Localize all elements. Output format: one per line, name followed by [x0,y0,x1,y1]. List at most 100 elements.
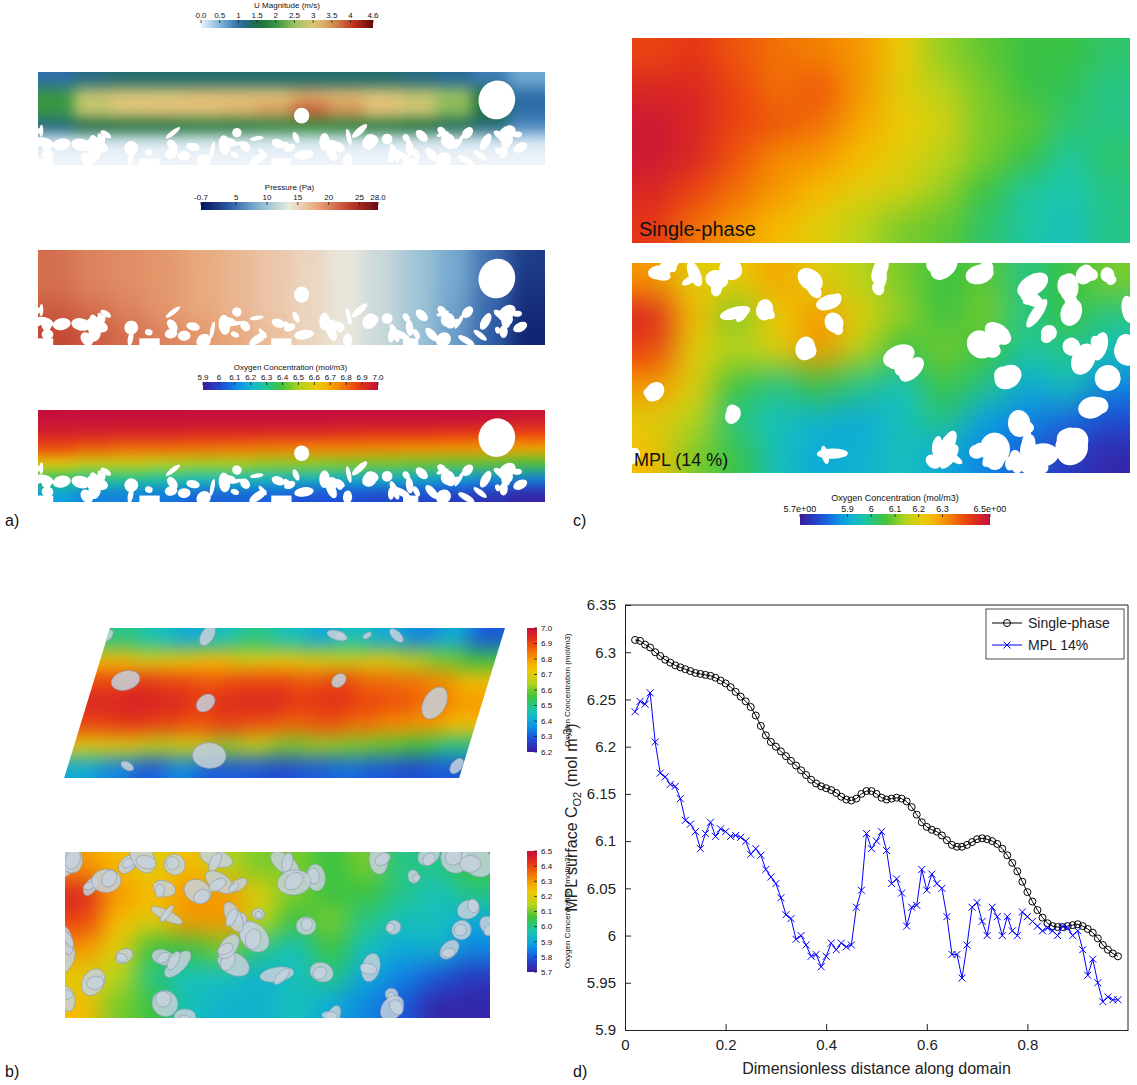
heat-cell [964,209,1006,243]
pore [387,997,407,1018]
pore [814,291,843,313]
data-point [793,936,800,943]
pore [196,628,218,646]
data-point [742,698,749,705]
heat-cell [313,935,349,963]
pore [207,875,229,894]
data-point [838,940,845,947]
pore [414,852,444,869]
data-point [777,894,784,901]
colorbar-tick-label: 3.5 [326,11,338,20]
heat-cell [840,141,882,176]
pore [990,360,1026,395]
plot-area [38,250,545,345]
heat-cell [840,175,882,210]
plot-area [632,38,1130,243]
colorbar-tick-label: 25 [355,193,364,202]
colorbar-tick-label: 6.5 [541,847,553,856]
heat-cell [100,990,136,1018]
pore [350,301,369,319]
colorbar-tick-label: 6.8 [341,373,353,382]
heat-cell [400,72,437,88]
pore [78,487,96,502]
heat-cell [632,72,674,107]
colorbar-tick [534,643,537,644]
pore [201,866,237,899]
colorbar-tick [362,382,363,385]
data-point [1019,878,1026,885]
heat-cell [74,274,111,298]
legend-marker [1004,642,1011,649]
pore [448,916,476,944]
tick: 6.25 [587,691,631,708]
data-point [953,951,960,958]
data-point [772,880,779,887]
data-point [1114,996,1121,1003]
tick-mark [927,1024,928,1030]
y-tick-label: 5.95 [587,974,616,991]
data-point [757,722,764,729]
heat-cell [147,425,184,441]
heat-cell [1006,175,1048,210]
heat-cell [840,368,882,404]
pore [513,311,522,317]
pore [1113,331,1130,356]
x-axis: 00.20.40.60.8 [621,1024,1128,1053]
heat-cell [715,403,757,439]
x-tick-label: 0 [621,1036,629,1053]
pore [716,263,746,284]
pore [512,140,529,155]
heat-cell [364,250,401,274]
pore [476,913,490,939]
heat-cell [798,38,840,73]
panel-label: b) [5,1063,19,1080]
data-point [878,828,885,835]
heat-cell [292,88,329,104]
pore [499,325,508,338]
heat-cell [840,333,882,369]
heat-cell [881,72,923,107]
heat-cell [74,410,111,426]
heat-cell [509,410,545,426]
pore [38,338,53,345]
heat-cell [674,175,716,210]
pore [512,477,529,492]
colorbar-tick [534,881,537,882]
data-point [833,946,840,953]
heat-cell [255,103,292,119]
heat-cell [242,990,278,1018]
heat-cell [1006,209,1048,243]
pore [474,414,519,461]
data-point [923,887,930,894]
pore [52,474,72,489]
pore [165,949,183,971]
data-point [762,866,769,873]
pore [403,496,418,502]
heat-cell [419,935,455,963]
heat-cell [364,103,401,119]
heat-cell [632,38,674,73]
data-point [888,795,895,802]
heat-cell [436,425,473,441]
heat-cell [1006,141,1048,176]
pore [457,333,476,345]
data-point [813,951,820,958]
heat-cell [923,209,965,243]
pore [271,966,292,987]
y-tick-label: 6.3 [595,644,616,661]
colorbar-tick [234,382,235,385]
heat-cell [798,403,840,439]
pore [228,320,243,327]
data-point [823,953,830,960]
y-axis: 5.95.9566.056.16.156.26.256.36.35 [587,596,631,1038]
data-point [873,838,880,845]
heat-cell [436,72,473,88]
colorbar: 5.966.16.26.36.46.56.66.76.86.97.0Oxygen… [197,363,384,390]
pore [250,135,264,141]
data-point [1094,979,1101,986]
data-point [1094,935,1101,942]
pore [499,471,515,487]
pore [641,378,669,406]
heat-cell [364,410,401,426]
pore [76,964,109,1000]
